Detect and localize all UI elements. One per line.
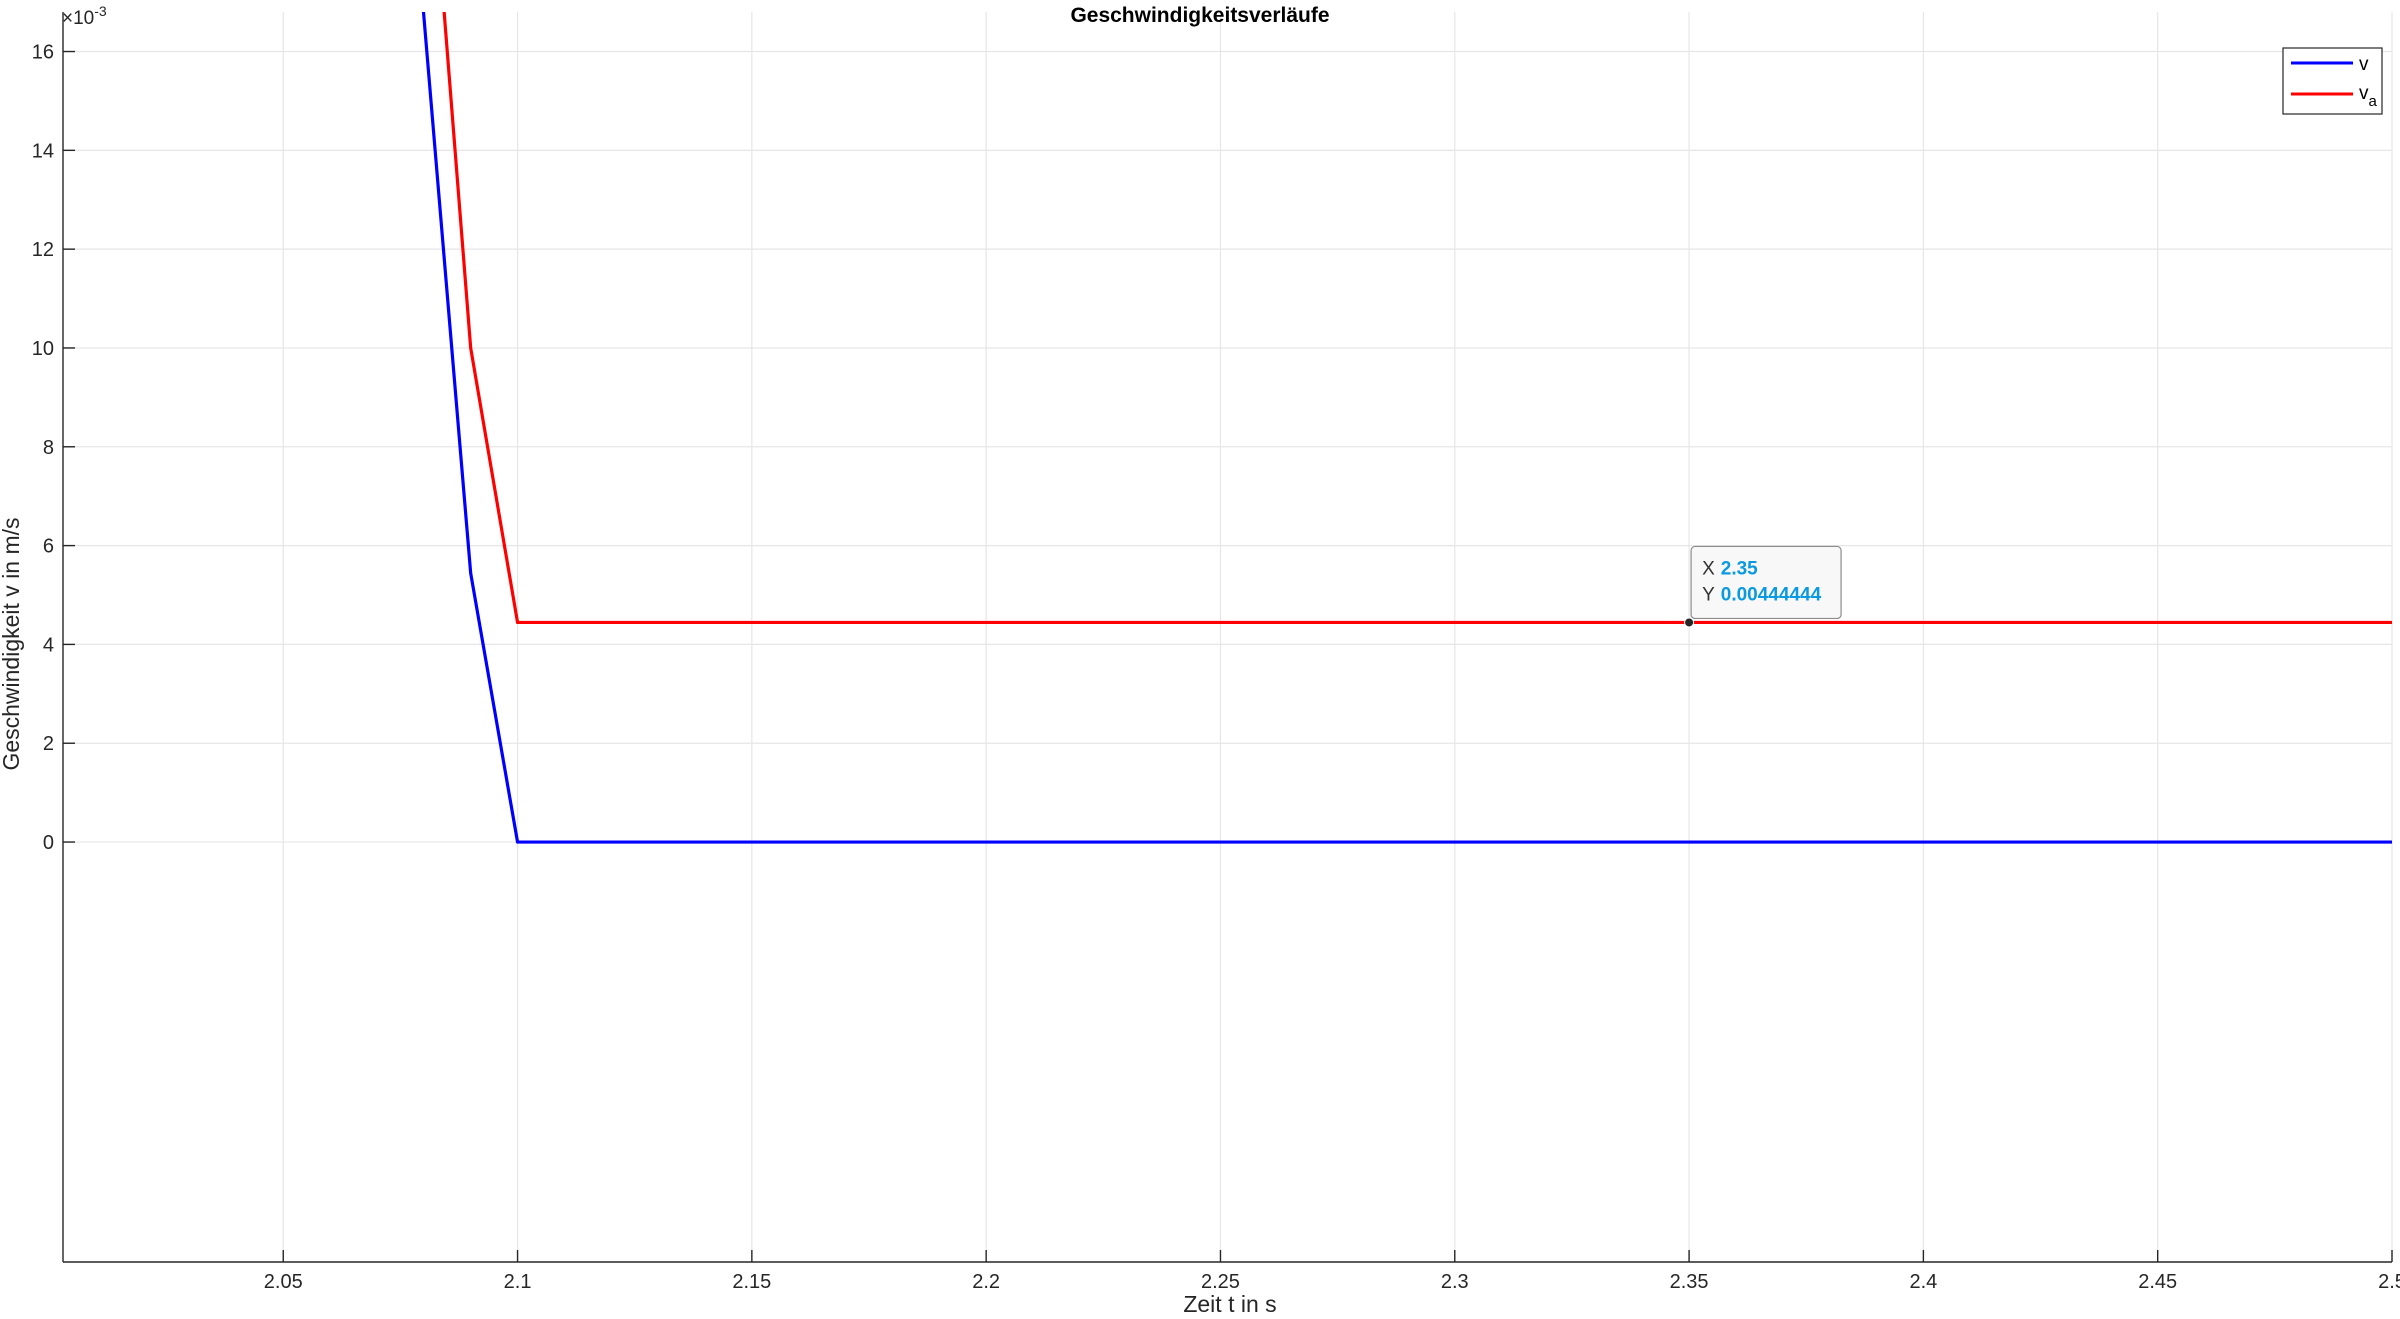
series-line-va bbox=[442, 12, 2392, 625]
series-line-v bbox=[421, 12, 2392, 844]
axes-background bbox=[63, 12, 2392, 1262]
y-tick-label: 8 bbox=[43, 437, 54, 459]
ticks: 2.05 2.1 2.15 2.2 2.25 2.3 2.35 2.4 2.45 2.5 0 2 4 6 8… bbox=[32, 42, 2400, 1293]
datatip-x-line: X 2.35 bbox=[1702, 558, 1758, 579]
y-tick-label: 0 bbox=[43, 832, 54, 854]
datatip-y-line: Y 0.00444444 bbox=[1702, 584, 1822, 605]
y-tick-label: 2 bbox=[43, 733, 54, 755]
x-tick-label: 2.2 bbox=[972, 1271, 1000, 1293]
chart-title: Geschwindigkeitsverläufe bbox=[1070, 4, 1329, 27]
plot-area[interactable]: 2.05 2.1 2.15 2.2 2.25 2.3 2.35 2.4 2.45 2.5 0 2 4 6 8… bbox=[32, 0, 2400, 1293]
legend-label-va: va bbox=[2359, 83, 2378, 110]
y-axis-exponent: ×10-3 bbox=[62, 3, 107, 29]
y-tick-label: 16 bbox=[32, 42, 54, 64]
y-tick-label: 14 bbox=[32, 140, 54, 162]
y-axis-label: Geschwindigkeit v in m/s bbox=[0, 517, 24, 770]
y-tick-label: 10 bbox=[32, 338, 54, 360]
x-tick-label: 2.15 bbox=[732, 1271, 771, 1293]
x-axis-label: Zeit t in s bbox=[1183, 1291, 1276, 1317]
x-tick-label: 2.25 bbox=[1201, 1271, 1240, 1293]
x-tick-label: 2.35 bbox=[1670, 1271, 1709, 1293]
y-tick-label: 6 bbox=[43, 536, 54, 558]
legend-label-v: v bbox=[2359, 54, 2369, 75]
datatip[interactable]: X 2.35 Y 0.00444444 bbox=[1684, 545, 1842, 628]
x-tick-label: 2.5 bbox=[2378, 1271, 2400, 1293]
datatip-marker bbox=[1684, 617, 1695, 628]
y-tick-label: 4 bbox=[43, 634, 54, 656]
x-tick-label: 2.45 bbox=[2138, 1271, 2177, 1293]
x-tick-label: 2.1 bbox=[504, 1271, 532, 1293]
series-layer bbox=[421, 12, 2392, 844]
legend-box bbox=[2282, 47, 2383, 115]
x-tick-label: 2.05 bbox=[264, 1271, 303, 1293]
datatip-box bbox=[1690, 545, 1842, 620]
y-tick-label: 12 bbox=[32, 239, 54, 261]
legend[interactable]: v va bbox=[2282, 47, 2383, 115]
x-tick-label: 2.3 bbox=[1441, 1271, 1469, 1293]
x-tick-label: 2.4 bbox=[1909, 1271, 1937, 1293]
